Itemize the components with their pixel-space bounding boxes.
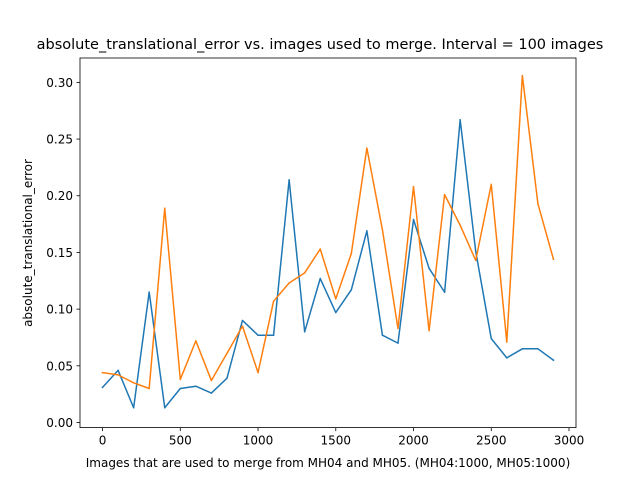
- series-1-point: [132, 407, 135, 409]
- series-1-point: [319, 277, 321, 280]
- series-2-point: [101, 371, 104, 374]
- y-tick-label: 0.10: [46, 303, 73, 317]
- axes-frame: [79, 57, 577, 429]
- series-1-point: [474, 250, 477, 253]
- series-1-point: [459, 119, 461, 121]
- series-2-point: [288, 282, 290, 284]
- y-tick-label: 0.25: [46, 133, 73, 147]
- series-1-point: [552, 359, 555, 361]
- series-2-point: [412, 185, 415, 188]
- series-1-point: [272, 334, 275, 336]
- series-1-point: [412, 218, 415, 221]
- series-1-point: [428, 267, 430, 270]
- series-1-point: [257, 334, 259, 336]
- series-2-point: [474, 259, 477, 262]
- series-1-point: [490, 337, 493, 340]
- y-axis: 0.00 0.05 0.10 0.15 0.20 0.25 0.30: [46, 76, 80, 430]
- series-2-point: [366, 147, 368, 149]
- series-1-point: [303, 331, 306, 333]
- series-2-point: [117, 374, 119, 376]
- series-2-point: [335, 298, 337, 300]
- y-tick-label: 0.00: [46, 416, 73, 430]
- series-2-point: [303, 272, 306, 274]
- series-2-point: [319, 248, 321, 250]
- series-2-point: [537, 202, 539, 205]
- series-2-point: [179, 378, 182, 381]
- x-tick-label: 3000: [554, 434, 585, 448]
- series-1-point: [288, 179, 290, 181]
- series-1-point: [521, 348, 524, 350]
- series-2-point: [272, 300, 275, 302]
- y-axis-label: absolute_translational_error: [21, 159, 35, 327]
- series-2-point: [521, 74, 524, 77]
- y-tick-label: 0.05: [46, 359, 73, 373]
- series-2-point: [552, 258, 555, 260]
- chart-title: absolute_translational_error vs. images …: [37, 37, 604, 53]
- series-1-point: [226, 377, 228, 380]
- plot-area: [101, 74, 555, 409]
- series-1-point: [506, 357, 508, 359]
- series-2-point: [226, 352, 228, 355]
- x-axis-label: Images that are used to merge from MH04 …: [86, 456, 571, 470]
- x-tick-label: 2500: [476, 434, 507, 448]
- series-1-point: [117, 369, 119, 372]
- series-2-point: [241, 325, 244, 327]
- series-1-point: [101, 386, 104, 389]
- x-axis: 0 500 1000 1500 2000 2500 3000: [99, 427, 585, 448]
- series-1-line: [101, 119, 555, 409]
- series-2-point: [195, 340, 197, 342]
- series-1-point: [537, 348, 539, 350]
- x-tick-label: 0: [99, 434, 107, 448]
- series-2-point: [257, 371, 259, 374]
- series-1-point: [381, 334, 384, 336]
- y-tick-label: 0.20: [46, 189, 73, 203]
- series-2-point: [350, 252, 353, 255]
- series-2-point: [381, 229, 384, 231]
- series-1-point: [163, 407, 166, 409]
- series-2-point: [506, 341, 508, 343]
- series-1-point: [179, 387, 182, 390]
- x-tick-label: 1500: [321, 434, 352, 448]
- series-1-point: [443, 291, 446, 293]
- series-1-point: [148, 291, 150, 293]
- x-tick-label: 500: [169, 434, 192, 448]
- series-1-point: [210, 392, 213, 394]
- series-1-point: [366, 230, 368, 232]
- series-2-point: [490, 183, 493, 186]
- series-2-point: [397, 327, 399, 330]
- y-tick-label: 0.15: [46, 246, 73, 260]
- series-1-point: [335, 311, 337, 314]
- series-1-point: [397, 342, 399, 344]
- series-2-point: [148, 387, 150, 390]
- series-2-point: [459, 224, 461, 226]
- series-1-point: [350, 289, 353, 291]
- series-2-point: [210, 379, 213, 382]
- series-2-point: [443, 193, 446, 196]
- y-tick-label: 0.30: [46, 76, 73, 90]
- series-2-line: [101, 74, 555, 390]
- series-1-point: [195, 385, 197, 387]
- series-2-point: [428, 329, 430, 332]
- series-1-point: [241, 319, 244, 322]
- series-2-point: [163, 207, 166, 209]
- x-tick-label: 1000: [243, 434, 274, 448]
- x-tick-label: 2000: [398, 434, 429, 448]
- series-2-point: [132, 382, 135, 384]
